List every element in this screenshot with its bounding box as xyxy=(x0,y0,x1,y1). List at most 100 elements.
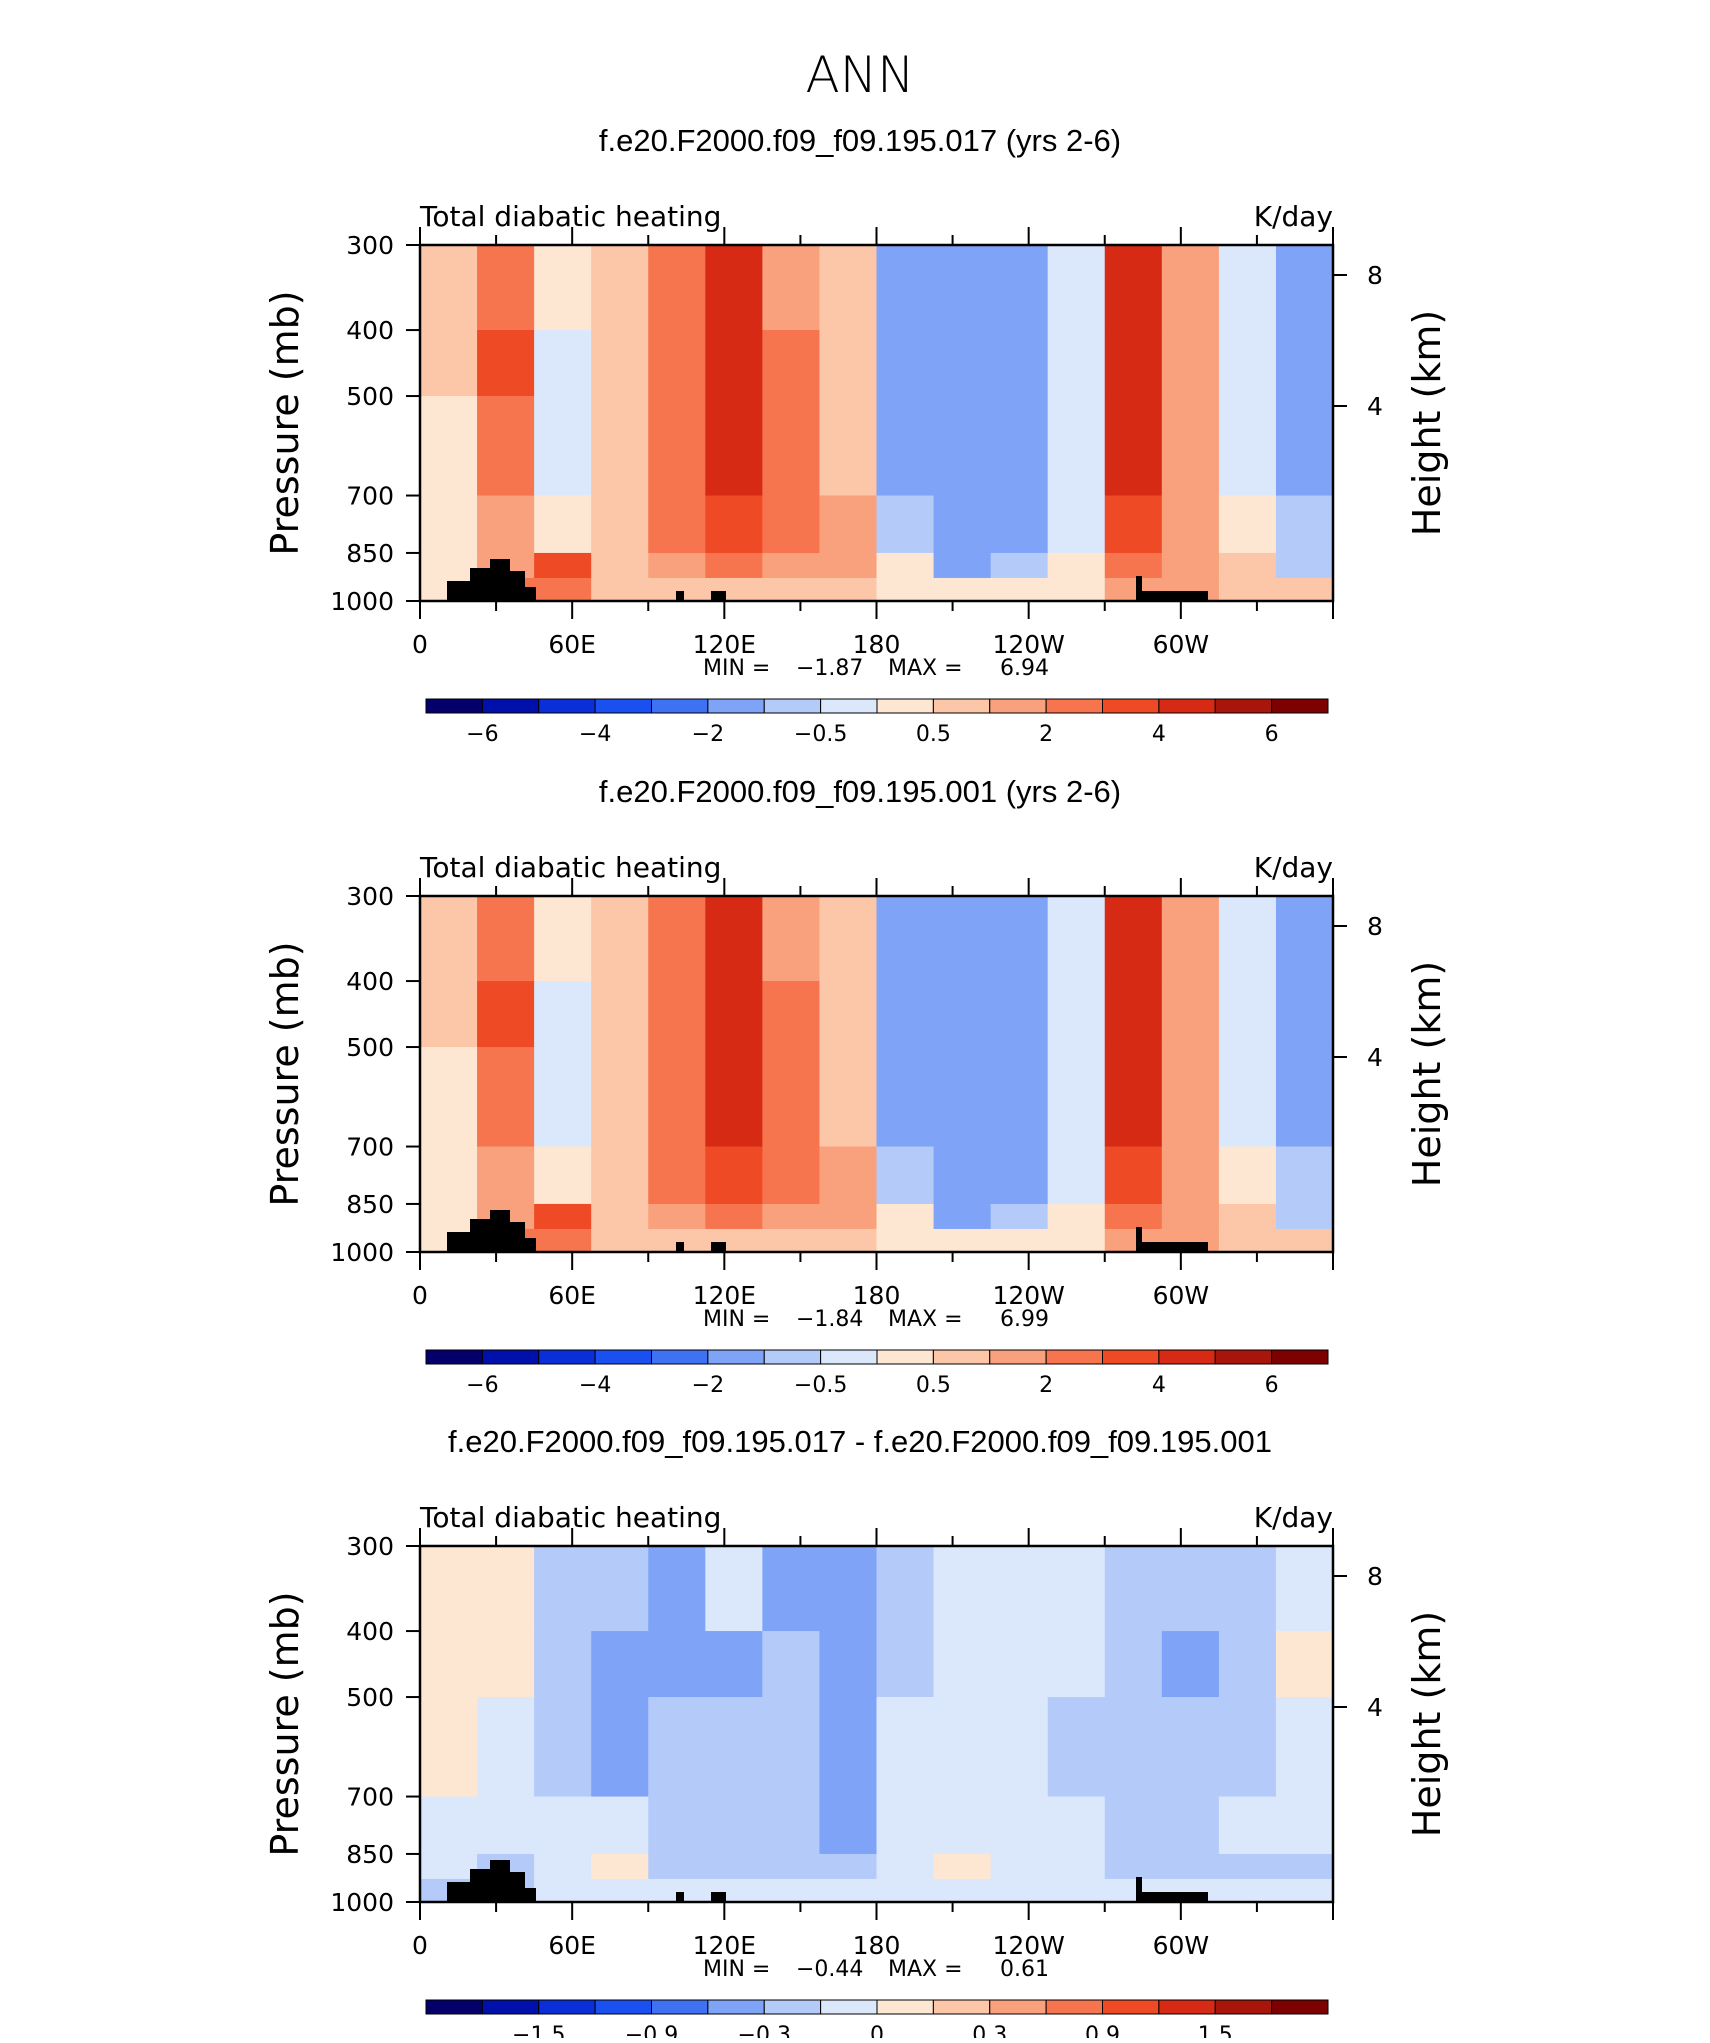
heatmap-cell xyxy=(1275,1228,1334,1253)
land-block xyxy=(1142,1242,1208,1252)
heatmap-cell xyxy=(477,1796,535,1855)
page-title: ANN xyxy=(805,46,914,104)
heatmap-cell xyxy=(1275,1546,1334,1632)
heatmap-cell xyxy=(648,1047,706,1148)
heatmap-cell xyxy=(591,1228,649,1253)
heatmap-cell xyxy=(591,396,649,497)
heatmap-field xyxy=(420,896,1334,1253)
heatmap-cell xyxy=(1047,577,1106,602)
colorbar-swatch xyxy=(763,1349,822,1365)
land-block xyxy=(490,1860,510,1902)
heatmap-cell xyxy=(534,577,592,602)
heatmap-cell xyxy=(819,1546,878,1632)
heatmap-cell xyxy=(933,330,992,397)
colorbar-label: 4 xyxy=(1152,1373,1166,1398)
min-value: −1.84 xyxy=(796,1307,863,1332)
heatmap-cell xyxy=(420,981,478,1048)
heatmap-cell xyxy=(762,1146,821,1205)
colorbar-label: 0.5 xyxy=(916,1373,951,1398)
heatmap-cell xyxy=(819,552,878,579)
heatmap-cell xyxy=(534,1631,592,1698)
heatmap-cell xyxy=(1104,1146,1163,1205)
heatmap-cell xyxy=(876,1853,935,1880)
colorbar-label: −6 xyxy=(466,1373,498,1398)
heatmap-cell xyxy=(591,330,649,397)
min-label: MIN = xyxy=(703,656,770,681)
colorbar-swatch xyxy=(876,698,934,714)
colorbar-swatch xyxy=(538,1349,596,1365)
x-tick-label: 60E xyxy=(548,1281,596,1310)
heatmap-cell xyxy=(648,981,706,1048)
heatmap-cell xyxy=(990,1546,1049,1632)
heatmap-cell xyxy=(591,1796,649,1855)
heatmap-cell xyxy=(591,1203,649,1230)
colorbar-label: 2 xyxy=(1039,1373,1053,1398)
heatmap-cell xyxy=(1104,1697,1163,1798)
max-value: 0.61 xyxy=(1000,1957,1049,1982)
heatmap-cell xyxy=(1218,245,1277,331)
chart-title: f.e20.F2000.f09_f09.195.001 (yrs 2-6) xyxy=(599,774,1121,809)
heatmap-cell xyxy=(762,1796,821,1855)
y-axis-title: Pressure (mb) xyxy=(263,941,307,1206)
y-tick-label: 400 xyxy=(346,316,394,345)
colorbar-swatch xyxy=(763,698,822,714)
heatmap-cell xyxy=(1047,396,1106,497)
heatmap-cell xyxy=(933,896,992,982)
land-block xyxy=(1136,576,1142,601)
heatmap-cell xyxy=(648,1853,706,1880)
heatmap-cell xyxy=(705,552,763,579)
heatmap-cell xyxy=(1104,1631,1163,1698)
heatmap-cell xyxy=(1275,1878,1334,1903)
heatmap-cell xyxy=(819,1631,878,1698)
colorbar-swatch xyxy=(1045,698,1103,714)
x-tick-label: 60E xyxy=(548,630,596,659)
heatmap-cell xyxy=(1275,396,1334,497)
heatmap-cell xyxy=(534,1853,592,1880)
heatmap-cell xyxy=(705,1203,763,1230)
heatmap-cell xyxy=(933,1546,992,1632)
land-block xyxy=(1142,1892,1208,1902)
units-label: K/day xyxy=(1254,1501,1333,1534)
heatmap-cell xyxy=(1275,1697,1334,1798)
colorbar-swatch xyxy=(1271,1999,1329,2015)
y-tick-label: 1000 xyxy=(330,1238,394,1267)
y-tick-label: 850 xyxy=(346,539,394,568)
y-tick-label: 400 xyxy=(346,967,394,996)
land-block xyxy=(510,1222,525,1252)
heatmap-cell xyxy=(648,1546,706,1632)
y2-tick-label: 4 xyxy=(1367,1693,1383,1722)
heatmap-cell xyxy=(1161,330,1220,397)
heatmap-cell xyxy=(933,552,992,579)
heatmap-cell xyxy=(933,396,992,497)
colorbar-swatch xyxy=(820,1999,878,2015)
heatmap-cell xyxy=(1161,1546,1220,1632)
heatmap-cell xyxy=(819,896,878,982)
heatmap-cell xyxy=(876,1546,935,1632)
units-label: K/day xyxy=(1254,851,1333,884)
min-value: −0.44 xyxy=(796,1957,863,1982)
heatmap-cell xyxy=(1047,495,1106,554)
heatmap-cell xyxy=(876,1146,935,1205)
heatmap-cell xyxy=(990,1047,1049,1148)
colorbar-label: −0.5 xyxy=(794,722,847,747)
heatmap-cell xyxy=(648,577,706,602)
heatmap-cell xyxy=(1104,1796,1163,1855)
heatmap-cell xyxy=(1218,330,1277,397)
heatmap-cell xyxy=(591,1047,649,1148)
colorbar-swatch xyxy=(1158,1349,1216,1365)
heatmap-cell xyxy=(1275,245,1334,331)
heatmap-cell xyxy=(1218,1697,1277,1798)
heatmap-cell xyxy=(705,330,763,397)
land-block xyxy=(447,1232,470,1252)
heatmap-cell xyxy=(534,896,592,982)
heatmap-cell xyxy=(705,396,763,497)
colorbar-swatch xyxy=(820,698,878,714)
colorbar-label: −1.5 xyxy=(512,2023,565,2038)
heatmap-cell xyxy=(1104,1546,1163,1632)
x-tick-label: 120E xyxy=(693,630,757,659)
heatmap-cell xyxy=(705,896,763,982)
heatmap-cell xyxy=(990,577,1049,602)
heatmap-cell xyxy=(534,1047,592,1148)
heatmap-cell xyxy=(990,495,1049,554)
colorbar-swatch xyxy=(1102,698,1160,714)
